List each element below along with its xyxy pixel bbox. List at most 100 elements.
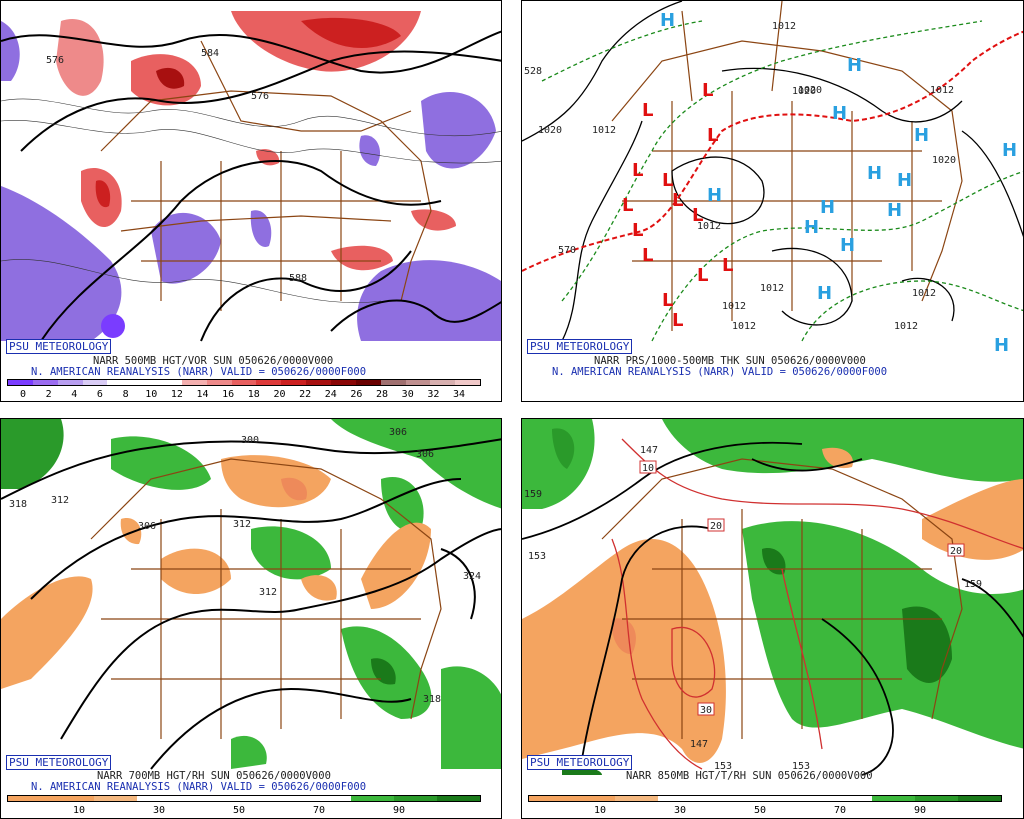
colorbar-swatch [430, 380, 456, 385]
colorbar-swatch [529, 796, 572, 801]
low-pressure-icon: L [662, 290, 673, 311]
colorbar-tick-label: 4 [71, 389, 78, 400]
low-pressure-icon: L [672, 310, 683, 331]
colorbar-tick-label: 28 [376, 389, 389, 400]
high-pressure-icon: H [707, 185, 722, 206]
chart-title-line1: NARR 500MB HGT/VOR SUN 050626/0000V000 [93, 355, 334, 367]
colorbar-swatch [32, 380, 58, 385]
contour-label: 306 [416, 449, 434, 460]
colorbar-swatch [50, 796, 94, 801]
vorticity-min-center [101, 314, 125, 338]
rh-moist-area [522, 419, 595, 509]
colorbar-tick-label: 10 [593, 805, 607, 816]
contour-label: 153 [792, 761, 810, 772]
contour-label: 1012 [760, 283, 784, 294]
vorticity-neg-area [1, 21, 20, 81]
colorbar-swatch [872, 796, 916, 801]
low-pressure-icon: L [642, 245, 653, 266]
high-pressure-markers: H H H H H H H H H H H H H H [660, 10, 1017, 356]
colorbar-swatch [157, 380, 182, 385]
contour-label: 1012 [732, 321, 756, 332]
isobars [522, 1, 1023, 342]
contour-label: 159 [524, 489, 542, 500]
colorbar-tick-label: 12 [170, 389, 183, 400]
contour-label: 153 [714, 761, 732, 772]
temperature-isotherms [611, 438, 1023, 770]
chart-title-line1: NARR 850MB HGT/T/RH SUN 050626/0000V000 [626, 770, 873, 782]
colorbar-ticks: 10 30 50 70 90 [594, 805, 926, 817]
psu-logo: PSU METEOROLOGY [527, 755, 633, 770]
contour-label: 1012 [697, 221, 721, 232]
colorbar [7, 379, 481, 386]
temp-label: 10 [642, 463, 654, 474]
rh-moist-area [251, 526, 331, 580]
contour-label: 312 [51, 495, 69, 506]
chart-title-line1: NARR 700MB HGT/RH SUN 050626/0000V000 [97, 770, 331, 782]
high-pressure-icon: H [914, 125, 929, 146]
thickness-570 [522, 30, 1023, 272]
vorticity-pos-area [156, 67, 185, 89]
low-pressure-icon: L [722, 255, 733, 276]
contour-label: 153 [528, 551, 546, 562]
colorbar-tick-label: 14 [196, 389, 209, 400]
rh-dry-area [301, 575, 337, 601]
colorbar-swatch [308, 796, 352, 801]
vorticity-neg-area [357, 260, 501, 341]
colorbar-swatch [8, 796, 51, 801]
rh-dry-area [120, 518, 142, 545]
colorbar-swatch [405, 380, 431, 385]
colorbar-swatch [614, 796, 658, 801]
colorbar-tick-label: 2 [45, 389, 52, 400]
map-850mb: 147 153 159 153 147 153 159 10 20 20 30 [522, 419, 1023, 776]
rh-moist-area [742, 521, 1023, 749]
height-contours [1, 30, 501, 342]
high-pressure-icon: H [840, 235, 855, 256]
colorbar-swatch [8, 380, 33, 385]
colorbar-swatch [179, 796, 223, 801]
high-pressure-icon: H [897, 170, 912, 191]
rh-dry-area [161, 548, 231, 594]
colorbar-swatch [394, 796, 438, 801]
colorbar-swatch [380, 380, 406, 385]
contour-label: 159 [964, 579, 982, 590]
colorbar-ticks: 10 30 50 70 90 [73, 805, 405, 817]
colorbar-swatch [743, 796, 787, 801]
low-pressure-icon: L [702, 80, 713, 101]
high-pressure-icon: H [832, 103, 847, 124]
colorbar-swatch [915, 796, 959, 801]
vorticity-pos-area [95, 180, 111, 208]
colorbar-swatch [82, 380, 108, 385]
colorbar-tick-label: 30 [673, 805, 687, 816]
low-pressure-icon: L [707, 125, 718, 146]
colorbar-swatch [206, 380, 232, 385]
contour-label: 1012 [592, 125, 616, 136]
map-pressure: L L L L L L L L L L L L L L H H H H H H … [522, 1, 1023, 356]
colorbar-swatch [132, 380, 158, 385]
high-pressure-icon: H [994, 335, 1009, 356]
vorticity-pos-area [411, 209, 456, 231]
colorbar-swatch [231, 380, 257, 385]
colorbar-tick-label: 50 [753, 805, 767, 816]
high-pressure-icon: H [867, 163, 882, 184]
contour-label: 570 [558, 245, 576, 256]
colorbar-tick-label: 30 [152, 805, 166, 816]
contour-label: 576 [251, 91, 269, 102]
colorbar-swatch [281, 380, 307, 385]
vorticity-pos-area [331, 245, 393, 271]
colorbar-tick-label: 8 [122, 389, 129, 400]
contour-label: 1012 [912, 288, 936, 299]
political-boundaries [100, 40, 432, 311]
colorbar-swatch [330, 380, 356, 385]
contour-label: 147 [640, 445, 658, 456]
chart-title-line1: NARR PRS/1000-500MB THK SUN 050626/0000V… [594, 355, 866, 367]
rh-moist-area [902, 606, 952, 683]
temperature-labels: 10 20 20 30 [639, 460, 965, 716]
colorbar [7, 795, 481, 802]
colorbar-swatch [958, 796, 1001, 801]
colorbar-swatch [657, 796, 701, 801]
colorbar-tick-label: 50 [232, 805, 246, 816]
colorbar-swatch [57, 380, 83, 385]
rh-moist-area [331, 419, 501, 509]
vorticity-neg-area [421, 92, 496, 169]
political-boundaries [601, 458, 963, 739]
